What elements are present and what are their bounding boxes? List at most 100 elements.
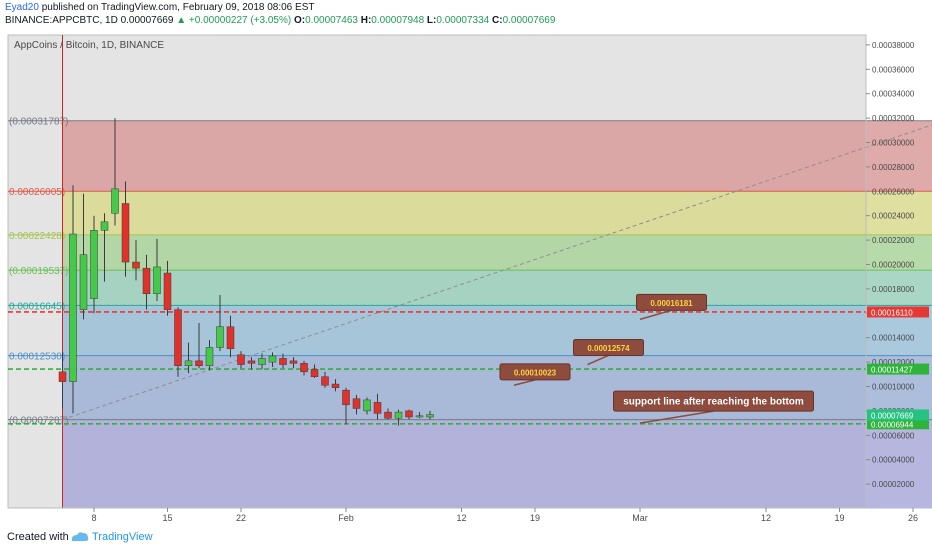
change-value: +0.00000227 (+3.05%) xyxy=(188,15,292,26)
high-label: H: xyxy=(360,15,372,26)
price-line-tag-label: 0.00016110 xyxy=(871,308,913,317)
x-tick-label: 12 xyxy=(761,513,771,523)
x-tick-label: Mar xyxy=(632,513,648,523)
candle-body xyxy=(237,354,245,365)
author-link[interactable]: Eyad20 xyxy=(5,2,39,13)
candle-body xyxy=(79,254,88,310)
y-tick-label: 0.00030000 xyxy=(872,139,915,148)
fib-level-label: 0.00016645) xyxy=(9,301,65,312)
price-line-tag-label: 0.00011427 xyxy=(871,366,913,375)
fib-level-label: 0.00026005) xyxy=(9,187,65,198)
candle-body xyxy=(69,233,77,382)
candle-body xyxy=(384,411,392,419)
x-tick-label: 22 xyxy=(236,513,246,523)
fib-level-label: 0.00012530) xyxy=(9,352,65,363)
candle-body xyxy=(310,369,319,377)
x-tick-label: 19 xyxy=(530,513,540,523)
y-tick-label: 0.00014000 xyxy=(872,334,915,343)
y-tick-label: 0.00024000 xyxy=(872,212,915,221)
annotation-pointer xyxy=(639,410,714,424)
symbol-label: BINANCE:APPCBTC, 1D xyxy=(5,15,118,26)
fib-level-label: (0.00019537) xyxy=(9,266,69,277)
candle-body xyxy=(153,266,161,295)
fib-band xyxy=(62,120,932,192)
publish-info: Eyad20 published on TradingView.com, Feb… xyxy=(5,2,314,13)
candle-body xyxy=(363,399,371,412)
candle-body xyxy=(226,326,235,349)
ohlc-line: BINANCE:APPCBTC, 1D 0.00007669 ▲ +0.0000… xyxy=(5,15,555,26)
y-tick-label: 0.00010000 xyxy=(872,383,915,392)
close-value: 0.00007669 xyxy=(502,15,556,26)
candle-body xyxy=(331,383,340,388)
annotation-label: support line after reaching the bottom xyxy=(623,397,804,408)
fib-band xyxy=(62,191,932,235)
fib-level-label: (0.00007287) xyxy=(9,416,69,427)
up-arrow-icon: ▲ xyxy=(176,15,187,26)
price-line-tag xyxy=(867,306,929,318)
candle-body xyxy=(121,203,130,263)
candle-body xyxy=(174,309,182,367)
candle-body xyxy=(205,347,214,367)
annotation-pointer xyxy=(639,309,672,321)
y-tick-label: 0.00002000 xyxy=(872,480,915,489)
tradingview-logo-icon xyxy=(71,532,89,541)
last-price: 0.00007669 xyxy=(120,15,174,26)
last-price-tag-label: 0.00007669 xyxy=(871,411,914,420)
published-text: published on TradingView.com, February 0… xyxy=(41,2,315,13)
y-tick-label: 0.00036000 xyxy=(872,65,915,74)
fib-level-label: (0.00031787) xyxy=(9,117,69,128)
candle-body xyxy=(405,410,413,418)
candle-body xyxy=(258,358,266,365)
annotation-label: 0.00012574 xyxy=(587,344,630,353)
candle-body xyxy=(58,371,67,382)
close-label: C: xyxy=(492,15,503,26)
candle-body xyxy=(132,261,140,269)
candle-body xyxy=(268,355,277,363)
candle-body xyxy=(352,398,361,409)
y-tick-label: 0.00022000 xyxy=(872,236,915,245)
candle-body xyxy=(426,414,434,418)
fib-band xyxy=(62,234,932,271)
annotation-label: 0.00016181 xyxy=(650,299,693,308)
candle-body xyxy=(394,411,403,419)
y-tick-label: 0.00006000 xyxy=(872,431,915,440)
annotation-box xyxy=(499,363,571,381)
annotation-box xyxy=(613,390,814,412)
candle-body xyxy=(415,415,424,418)
x-tick-label: 15 xyxy=(162,513,172,523)
y-tick-label: 0.00020000 xyxy=(872,261,915,270)
candle-body xyxy=(216,326,224,348)
annotation-box xyxy=(636,293,707,311)
x-tick-label: 26 xyxy=(908,513,918,523)
chart-title: AppCoins / Bitcoin, 1D, BINANCE xyxy=(14,40,164,51)
open-label: O: xyxy=(294,15,306,26)
x-tick-label: 8 xyxy=(91,513,96,523)
y-tick-label: 0.00012000 xyxy=(872,358,915,367)
price-line-tag xyxy=(867,363,929,375)
y-tick-label: 0.00004000 xyxy=(872,456,915,465)
price-line-tag xyxy=(867,418,929,430)
price-chart[interactable]: (0.00031787) 0.00026005) 0.00022428) (0.000… xyxy=(0,30,932,524)
footer: Created with TradingView xyxy=(0,524,932,550)
y-tick-label: 0.00034000 xyxy=(872,90,915,99)
y-tick-label: 0.00032000 xyxy=(872,114,915,123)
x-tick-label: Feb xyxy=(338,513,354,523)
annotation-pointer xyxy=(513,379,536,387)
high-value: 0.00007948 xyxy=(371,15,425,26)
candle-body xyxy=(247,360,256,364)
candle-body xyxy=(142,267,151,295)
candle-body xyxy=(184,360,193,367)
x-tick-label: 12 xyxy=(456,513,466,523)
y-tick-label: 0.00018000 xyxy=(872,285,915,294)
y-tick-label: 0.00026000 xyxy=(872,187,915,196)
fib-band xyxy=(62,419,932,509)
candle-body xyxy=(300,363,308,373)
annotation-label: 0.00010023 xyxy=(514,368,557,377)
candle-body xyxy=(163,272,172,310)
price-line-tag-label: 0.00006944 xyxy=(871,420,914,429)
tradingview-brand-link[interactable]: TradingView xyxy=(92,531,153,543)
candle-body xyxy=(342,389,350,406)
candle-body xyxy=(90,230,98,299)
fib-band xyxy=(62,305,932,356)
fib-level-label: 0.00022428) xyxy=(9,231,65,242)
